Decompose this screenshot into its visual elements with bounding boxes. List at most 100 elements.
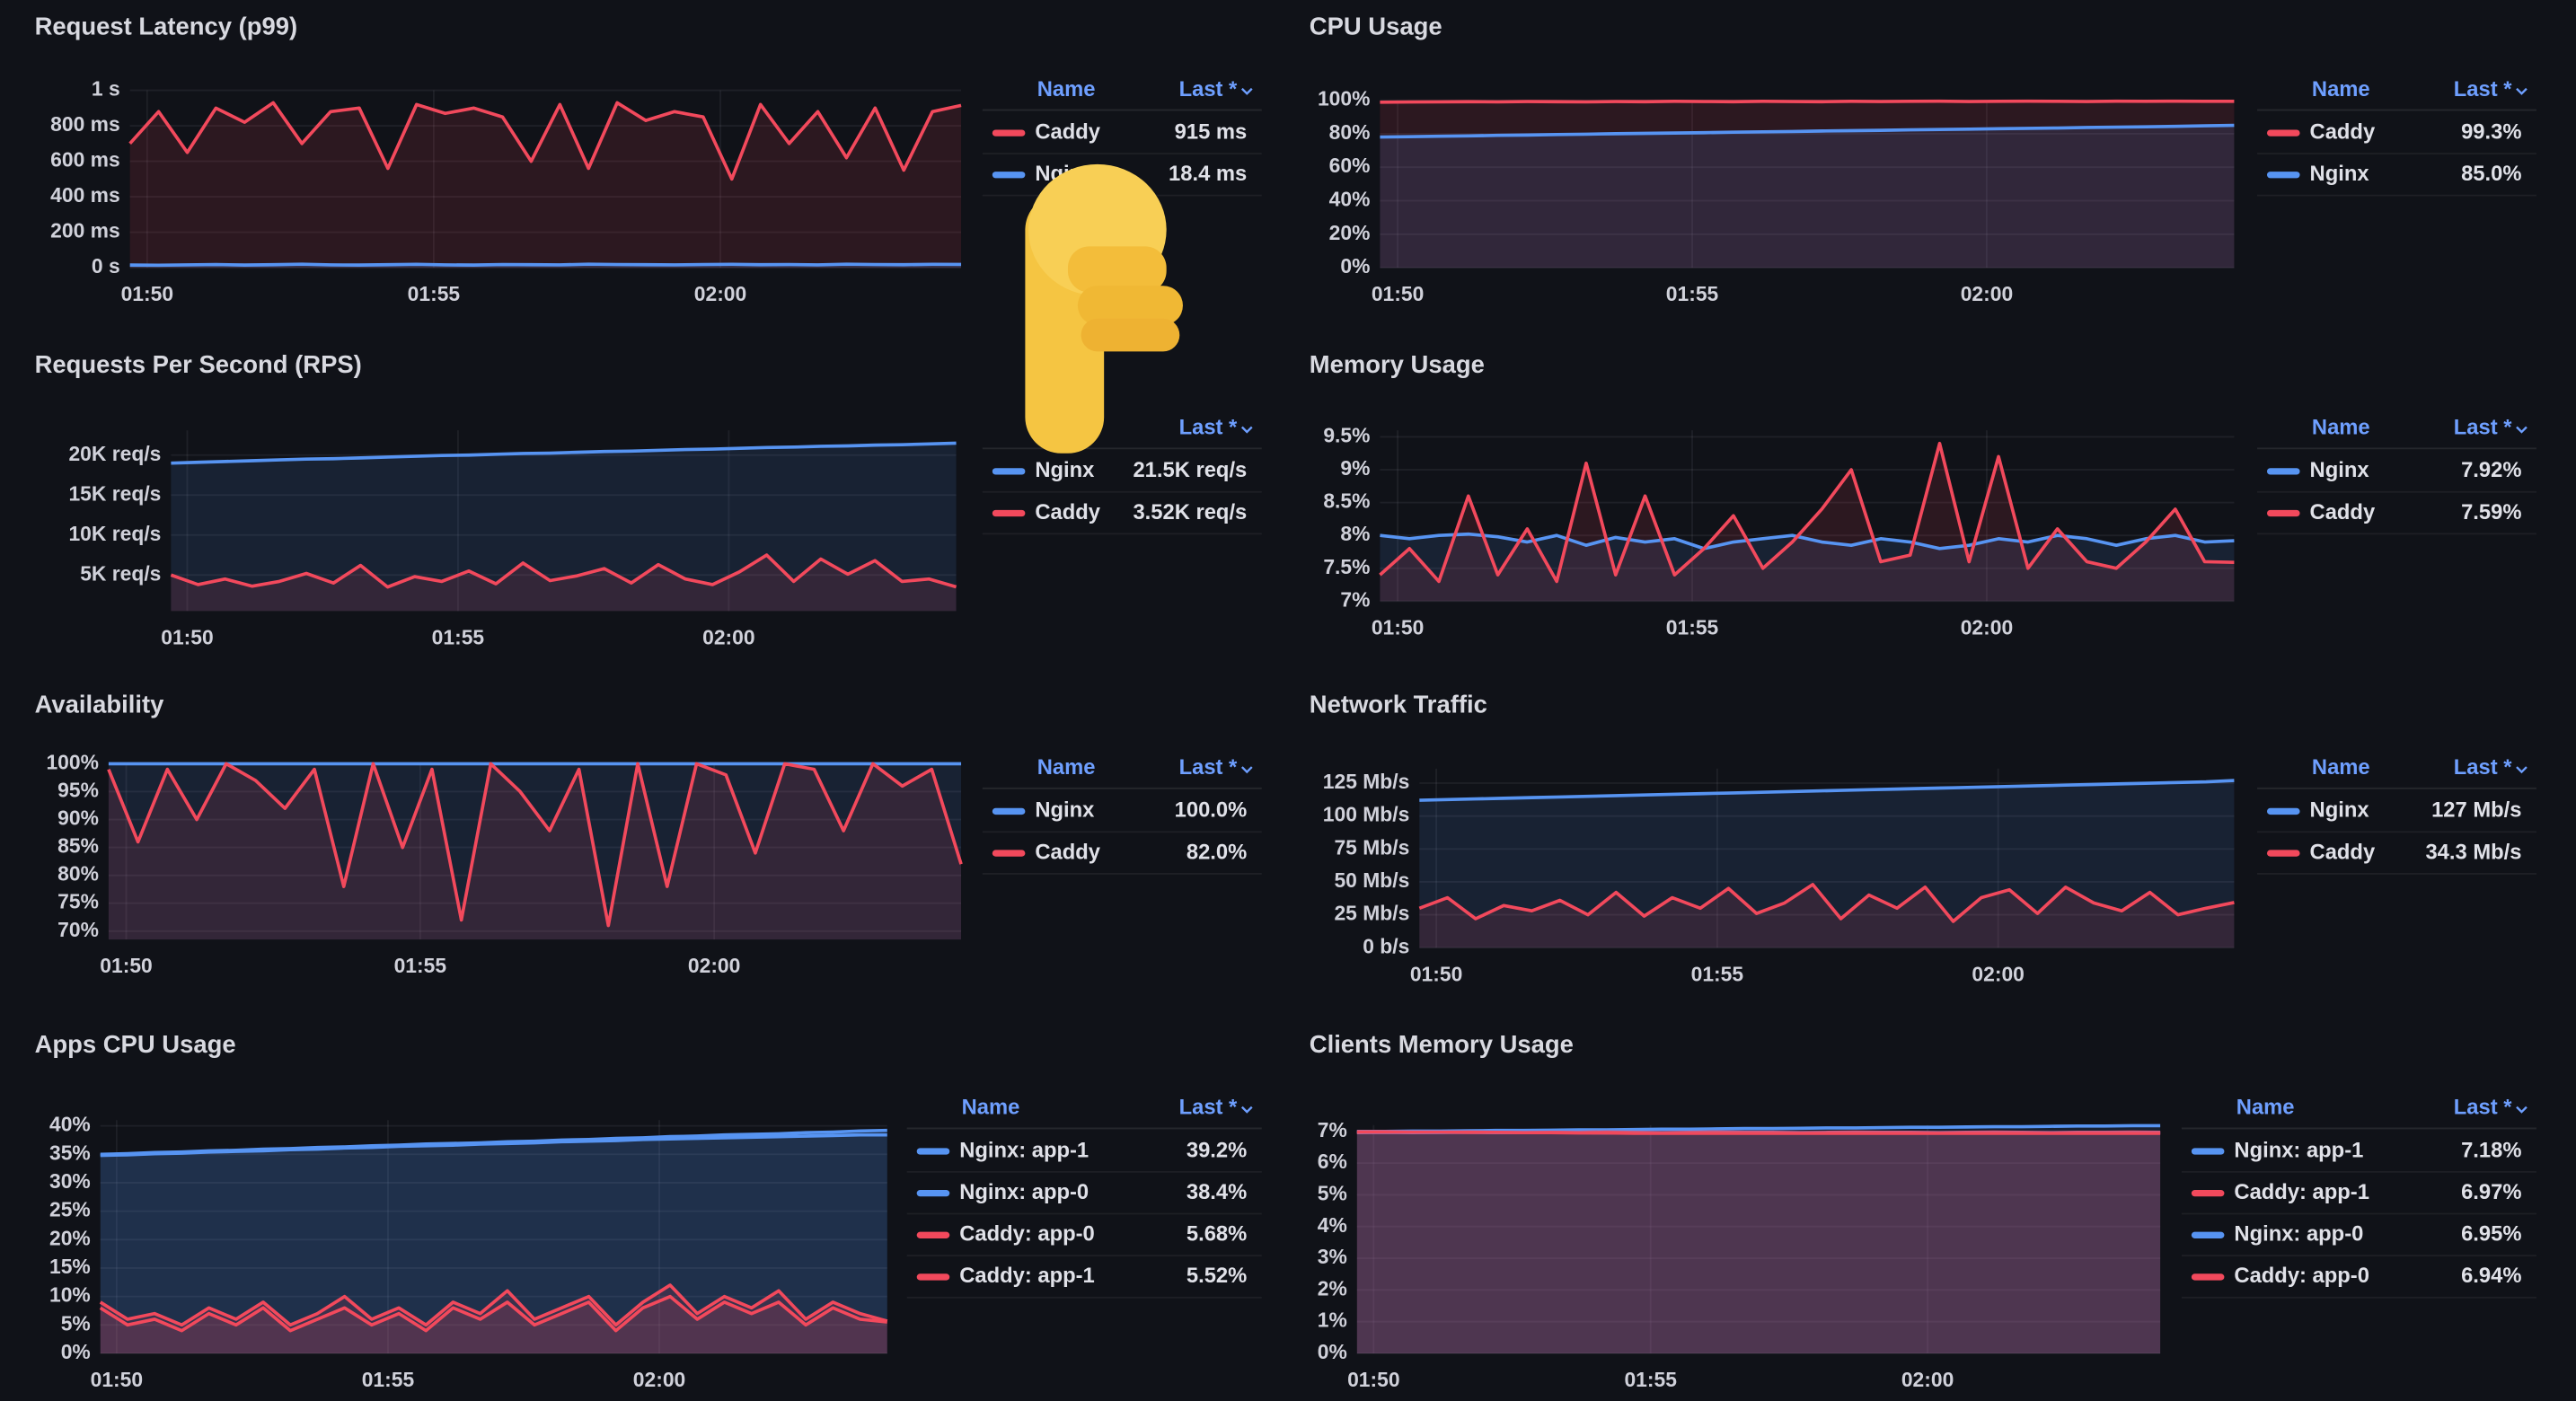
y-tick-label: 7%	[1340, 587, 1370, 611]
legend-last: 5.52%	[1187, 1264, 1247, 1288]
series-line	[100, 1132, 887, 1158]
y-tick-label: 80%	[57, 862, 99, 886]
legend-name[interactable]: Nginx	[1035, 798, 1095, 823]
legend-header: Name	[1037, 77, 1096, 101]
legend: Name Last * Caddy 99.3% Nginx 85.0%	[2257, 77, 2536, 197]
y-tick-label: 4%	[1318, 1213, 1347, 1237]
legend-name[interactable]: Caddy	[2310, 119, 2376, 144]
legend-name[interactable]: Nginx	[2310, 798, 2370, 823]
series-area	[108, 763, 962, 940]
y-tick-label: 5%	[61, 1311, 91, 1335]
y-tick-label: 7%	[1318, 1118, 1347, 1141]
legend-header: Name	[2236, 1096, 2295, 1120]
legend-name[interactable]: Nginx: app-1	[2234, 1138, 2363, 1162]
series-line	[1418, 883, 2235, 923]
legend-last: 915 ms	[1175, 119, 1248, 144]
legend-name[interactable]: Caddy	[1035, 500, 1100, 524]
y-tick-label: 20%	[49, 1226, 91, 1249]
legend-last: 100.0%	[1175, 798, 1248, 823]
panel-title: Request Latency (p99)	[35, 12, 298, 40]
y-tick-label: 60%	[1329, 154, 1371, 177]
x-tick-label: 02:00	[688, 954, 740, 977]
legend-name[interactable]: Nginx	[2310, 458, 2370, 482]
series-area	[1380, 533, 2235, 602]
series-line	[1356, 1130, 2161, 1135]
panel: Clients Memory Usage 0% 1% 2% 3% 4% 5% 6% 7% 01:5…	[1310, 1030, 2536, 1391]
legend-name[interactable]: Nginx: app-1	[959, 1138, 1089, 1162]
legend-last: 18.4 ms	[1169, 162, 1247, 186]
legend-name[interactable]: Caddy: app-1	[2234, 1180, 2369, 1204]
y-tick-label: 80%	[1329, 120, 1371, 144]
panel: Apps CPU Usage 0% 5% 10% 15% 20% 25% 30% 35% 40% 0…	[35, 1030, 1262, 1391]
y-tick-label: 100%	[46, 750, 98, 773]
series-area	[1380, 101, 2235, 269]
x-tick-label: 02:00	[1961, 615, 2013, 639]
legend-last: 39.2%	[1187, 1138, 1247, 1162]
series-line	[1380, 99, 2235, 104]
y-tick-label: 75 Mb/s	[1334, 835, 1409, 859]
series-line	[107, 762, 963, 928]
y-tick-label: 8%	[1340, 522, 1370, 545]
x-tick-label: 01:55	[408, 282, 461, 305]
series-line	[1380, 532, 2235, 551]
y-tick-label: 15%	[49, 1255, 91, 1278]
legend-name[interactable]: Caddy	[2310, 840, 2376, 864]
y-tick-label: 20K req/s	[68, 442, 161, 465]
y-tick-label: 0 s	[92, 254, 120, 278]
legend-header: Last *	[2454, 755, 2512, 780]
y-tick-label: 1 s	[92, 77, 120, 101]
y-tick-label: 100 Mb/s	[1323, 803, 1410, 826]
legend-last: 34.3 Mb/s	[2425, 840, 2521, 864]
y-tick-label: 2%	[1318, 1276, 1347, 1300]
legend-name[interactable]: Nginx: app-0	[2234, 1222, 2363, 1247]
x-tick-label: 01:55	[1666, 282, 1719, 305]
legend-name[interactable]: Caddy: app-1	[959, 1264, 1095, 1288]
y-tick-label: 25 Mb/s	[1334, 902, 1409, 925]
legend: Name Last * Nginx: app-1 39.2% Nginx: app-0 3…	[906, 1096, 1262, 1299]
y-tick-label: 6%	[1318, 1150, 1347, 1173]
panel-title: Availability	[35, 691, 165, 718]
y-tick-label: 9%	[1340, 456, 1370, 480]
series-area	[100, 1134, 887, 1353]
sort-chevron	[1240, 1106, 1253, 1114]
series-area	[108, 763, 962, 940]
y-tick-label: 0%	[1340, 254, 1370, 278]
legend-last: 6.97%	[2461, 1180, 2521, 1204]
legend-name[interactable]: Caddy	[1035, 840, 1100, 864]
series-area	[100, 1284, 887, 1353]
legend-header: Name	[2312, 416, 2370, 440]
legend-header: Name	[1037, 755, 1096, 780]
x-tick-label: 02:00	[702, 625, 754, 648]
panel: Availability 70% 75% 80% 85% 90% 95% 100% 01:50 0…	[35, 691, 1262, 977]
x-tick-label: 01:55	[1624, 1368, 1677, 1391]
legend-last: 7.59%	[2461, 500, 2521, 524]
legend-name[interactable]: Caddy	[1035, 119, 1100, 144]
series-area	[129, 102, 962, 269]
legend-header: Last *	[2454, 1096, 2512, 1120]
legend-name[interactable]: Caddy: app-0	[959, 1222, 1095, 1247]
y-tick-label: 70%	[57, 918, 99, 941]
legend-last: 7.18%	[2461, 1138, 2521, 1162]
panel: Network Traffic 0 b/s 25 Mb/s 50 Mb/s 75 Mb/…	[1310, 691, 2536, 985]
series-area	[1356, 1132, 2161, 1353]
y-tick-label: 30%	[49, 1169, 91, 1193]
series-line	[128, 101, 962, 181]
x-tick-label: 02:00	[1972, 962, 2024, 985]
legend-name[interactable]: Nginx: app-0	[959, 1180, 1089, 1204]
y-tick-label: 95%	[57, 779, 99, 802]
legend-name[interactable]: Nginx	[2310, 162, 2370, 186]
x-tick-label: 01:50	[91, 1368, 143, 1391]
x-tick-label: 01:50	[161, 625, 213, 648]
legend-header: Last *	[1179, 416, 1238, 440]
x-tick-label: 01:50	[1372, 282, 1424, 305]
legend-last: 82.0%	[1187, 840, 1247, 864]
legend-name[interactable]: Caddy	[2310, 500, 2376, 524]
x-tick-label: 02:00	[694, 282, 746, 305]
x-tick-label: 01:55	[394, 954, 447, 977]
series-area	[100, 1296, 887, 1353]
legend-header: Last *	[2454, 416, 2512, 440]
legend-name[interactable]: Nginx	[1035, 458, 1095, 482]
legend-name[interactable]: Caddy: app-0	[2234, 1264, 2369, 1288]
legend-header: Last *	[1179, 77, 1238, 101]
